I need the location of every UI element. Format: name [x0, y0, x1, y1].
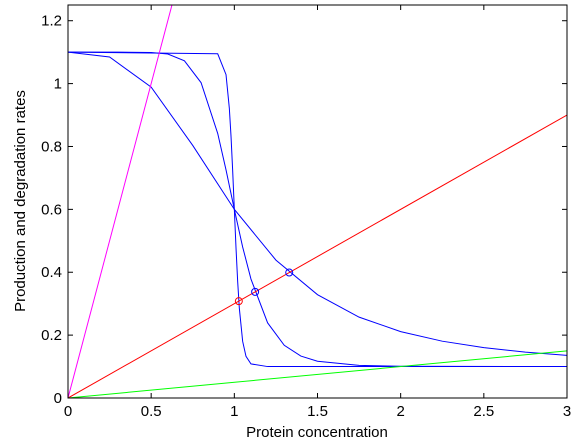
y-axis-label: Production and degradation rates [12, 90, 29, 312]
line [68, 5, 173, 398]
x-axis-label: Protein concentration [246, 424, 388, 441]
x-tick-label: 1.5 [307, 403, 328, 420]
x-tick-label: 3 [563, 403, 571, 420]
y-tick-label: 1 [54, 76, 62, 93]
line [68, 51, 567, 368]
marker [285, 268, 294, 277]
x-tick-label: 0 [64, 403, 72, 420]
axes-box [67, 4, 568, 399]
line [68, 114, 567, 398]
x-tick-label: 2 [396, 403, 404, 420]
y-tick-label: 1.2 [41, 13, 62, 30]
x-tick-label: 1 [230, 403, 238, 420]
y-tick-label: 0 [54, 390, 62, 407]
y-tick-label: 0.8 [41, 138, 62, 155]
x-tick-label: 0.5 [141, 403, 162, 420]
y-tick-label: 0.6 [41, 201, 62, 218]
marker [234, 297, 243, 306]
x-tick-label: 2.5 [473, 403, 494, 420]
y-tick-label: 0.2 [41, 327, 62, 344]
line [68, 350, 567, 398]
y-tick-label: 0.4 [41, 264, 62, 281]
marker [251, 287, 260, 296]
line [68, 51, 567, 356]
line [68, 51, 567, 368]
